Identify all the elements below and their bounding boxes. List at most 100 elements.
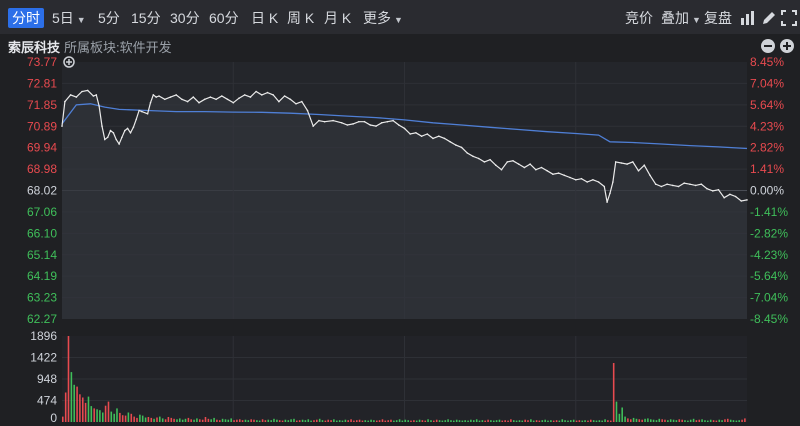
tab-5[interactable]: 60分 xyxy=(209,8,239,28)
y-right-tick-label: 0.00% xyxy=(750,184,784,198)
price-point xyxy=(192,96,195,98)
volume-bar xyxy=(435,419,438,422)
volume-bar xyxy=(661,419,663,422)
y-left-tick-label: 68.02 xyxy=(27,184,57,198)
price-point xyxy=(717,189,720,191)
y-left-tick-label: 67.06 xyxy=(27,205,57,219)
volume-bar xyxy=(104,405,107,422)
price-point xyxy=(118,143,120,145)
price-point xyxy=(203,98,206,101)
expand-icon[interactable] xyxy=(780,9,798,27)
pen-icon[interactable] xyxy=(760,9,778,27)
volume-bar xyxy=(475,419,478,422)
volume-bar xyxy=(427,419,429,422)
price-point xyxy=(249,96,252,98)
volume-bar xyxy=(290,419,292,422)
volume-bar xyxy=(718,419,721,422)
price-point xyxy=(323,120,326,123)
price-point xyxy=(592,179,594,181)
price-point xyxy=(138,109,140,112)
price-point xyxy=(700,183,703,185)
bar-chart-icon[interactable] xyxy=(739,9,757,27)
volume-bar xyxy=(675,420,678,422)
price-point xyxy=(92,95,95,97)
volume-bar xyxy=(641,419,643,422)
volume-bar xyxy=(181,419,184,422)
volume-bar xyxy=(455,419,458,422)
volume-bar xyxy=(652,419,655,422)
price-point xyxy=(295,103,297,105)
volume-bar xyxy=(627,418,629,422)
volume-bar xyxy=(121,415,124,422)
volume-bar xyxy=(458,420,461,422)
volume-bar xyxy=(301,419,304,422)
price-point xyxy=(609,192,611,194)
tab-label: 分时 xyxy=(12,10,40,26)
price-point xyxy=(626,163,628,165)
price-point xyxy=(672,184,674,187)
volume-bar xyxy=(632,417,635,422)
volume-tick-label: 948 xyxy=(37,372,57,386)
volume-bar xyxy=(413,420,415,422)
volume-bar xyxy=(709,419,712,422)
volume-bar xyxy=(270,420,272,422)
tab-9[interactable]: 更多 ▼ xyxy=(363,8,403,28)
volume-bar xyxy=(538,420,541,422)
overlay-button[interactable]: 叠加 ▼ xyxy=(661,8,701,30)
volume-bar xyxy=(498,419,501,422)
price-point xyxy=(606,201,608,203)
bid-button[interactable]: 竞价 xyxy=(625,10,653,26)
price-point xyxy=(403,127,406,130)
volume-bar xyxy=(156,417,158,422)
tab-7[interactable]: 周 K xyxy=(287,8,314,28)
price-point xyxy=(529,163,531,165)
price-point xyxy=(540,166,543,169)
price-point xyxy=(740,200,743,202)
volume-bar xyxy=(584,420,586,422)
volume-bar xyxy=(296,420,298,422)
volume-bar xyxy=(336,420,338,422)
volume-bar xyxy=(704,420,706,422)
price-point xyxy=(121,136,123,139)
tab-2[interactable]: 5分 xyxy=(98,8,120,28)
volume-bar xyxy=(324,420,327,422)
price-point xyxy=(632,161,634,163)
volume-bar xyxy=(261,419,264,422)
review-button[interactable]: 复盘 xyxy=(704,10,732,26)
volume-bar xyxy=(532,420,535,422)
tab-4[interactable]: 30分 xyxy=(170,8,200,28)
volume-bar xyxy=(487,419,489,422)
volume-bar xyxy=(353,420,355,422)
price-point xyxy=(169,96,172,98)
price-point xyxy=(352,123,354,125)
plus-icon[interactable] xyxy=(780,39,794,53)
tab-6[interactable]: 日 K xyxy=(251,8,278,28)
minus-icon[interactable] xyxy=(761,39,775,53)
volume-bar xyxy=(378,420,381,422)
stock-name: 索辰科技 xyxy=(8,40,61,55)
volume-bar xyxy=(187,417,190,422)
tab-8[interactable]: 月 K xyxy=(324,8,351,28)
crosshair-icon[interactable] xyxy=(63,56,75,68)
volume-bar xyxy=(572,419,575,422)
volume-bar xyxy=(393,420,395,422)
volume-bar xyxy=(144,417,147,422)
volume-bar xyxy=(401,420,404,422)
volume-bar xyxy=(107,401,110,422)
tab-0[interactable]: 分时 xyxy=(8,8,44,28)
volume-bar xyxy=(233,420,235,422)
volume-bar xyxy=(507,420,509,422)
tab-3[interactable]: 15分 xyxy=(131,8,161,28)
price-point xyxy=(289,98,292,101)
volume-bar xyxy=(438,420,441,422)
price-point xyxy=(438,135,440,137)
price-area-fill xyxy=(62,90,747,320)
volume-bar xyxy=(278,420,281,422)
volume-bar xyxy=(287,420,290,422)
volume-bar xyxy=(558,420,561,422)
price-point xyxy=(563,174,566,177)
price-point xyxy=(306,109,309,112)
volume-bar xyxy=(367,420,369,422)
tab-1[interactable]: 5日 ▼ xyxy=(52,8,86,28)
